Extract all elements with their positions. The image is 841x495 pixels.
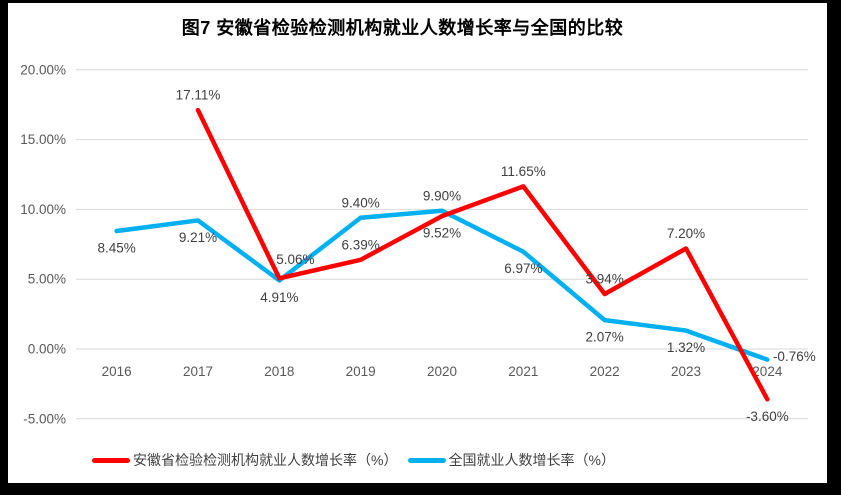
y-axis-tick-label: 15.00% [20, 132, 66, 147]
y-axis-tick-label: 20.00% [20, 62, 66, 77]
legend-item-anhui: 安徽省检验检测机构就业人数增长率（%） [92, 450, 398, 470]
data-label: 9.21% [179, 230, 217, 245]
data-label: 2.07% [586, 330, 624, 345]
data-label: 17.11% [176, 88, 221, 103]
data-label: 6.97% [504, 261, 542, 276]
data-label: 9.40% [342, 195, 380, 210]
data-label: 3.94% [586, 271, 624, 286]
data-label: 9.90% [423, 188, 461, 203]
y-axis-tick-label: -5.00% [23, 411, 66, 426]
data-label: 9.52% [423, 226, 461, 241]
legend-line-blue-icon [407, 457, 446, 463]
legend-label-national: 全国就业人数增长率（%） [448, 452, 615, 468]
series-line-anhui [195, 107, 770, 402]
chart-title: 图7 安徽省检验检测机构就业人数增长率与全国的比较 [181, 18, 624, 38]
chart-legend: 安徽省检验检测机构就业人数增长率（%） 全国就业人数增长率（%） [0, 450, 763, 470]
data-label: 8.45% [98, 241, 136, 256]
x-axis-tick-label: 2022 [590, 364, 620, 379]
chart-page: 图7 安徽省检验检测机构就业人数增长率与全国的比较 20.00% 15.00% 10… [8, 3, 827, 483]
data-label: 7.20% [667, 226, 705, 241]
legend-label-anhui: 安徽省检验检测机构就业人数增长率（%） [133, 452, 398, 468]
legend-line-red-icon [92, 457, 131, 463]
legend-item-national: 全国就业人数增长率（%） [407, 450, 615, 470]
x-axis-tick-label: 2024 [752, 364, 783, 379]
y-axis-tick-label: 5.00% [28, 272, 66, 287]
y-axis-tick-label: 10.00% [20, 202, 66, 217]
data-label: 6.39% [342, 237, 380, 252]
x-axis-tick-label: 2017 [183, 364, 213, 379]
x-axis-tick-label: 2020 [427, 364, 457, 379]
x-axis-tick-label: 2019 [346, 364, 376, 379]
data-label: 1.32% [667, 340, 705, 355]
data-label: 4.91% [260, 290, 298, 305]
x-axis-tick-label: 2018 [264, 364, 294, 379]
line-chart: 20.00% 15.00% 10.00% 5.00% 0.00% -5.00% 2016 20… [20, 62, 816, 426]
x-axis-tick-label: 2016 [102, 364, 132, 379]
x-axis-tick-label: 2021 [508, 364, 538, 379]
y-axis-tick-label: 0.00% [28, 342, 66, 357]
data-label: 11.65% [501, 164, 546, 179]
data-label: -0.76% [773, 349, 816, 364]
series-line-national [114, 208, 770, 362]
data-label: -3.60% [746, 409, 789, 424]
data-label: 5.06% [276, 252, 314, 267]
x-axis-tick-label: 2023 [671, 364, 701, 379]
